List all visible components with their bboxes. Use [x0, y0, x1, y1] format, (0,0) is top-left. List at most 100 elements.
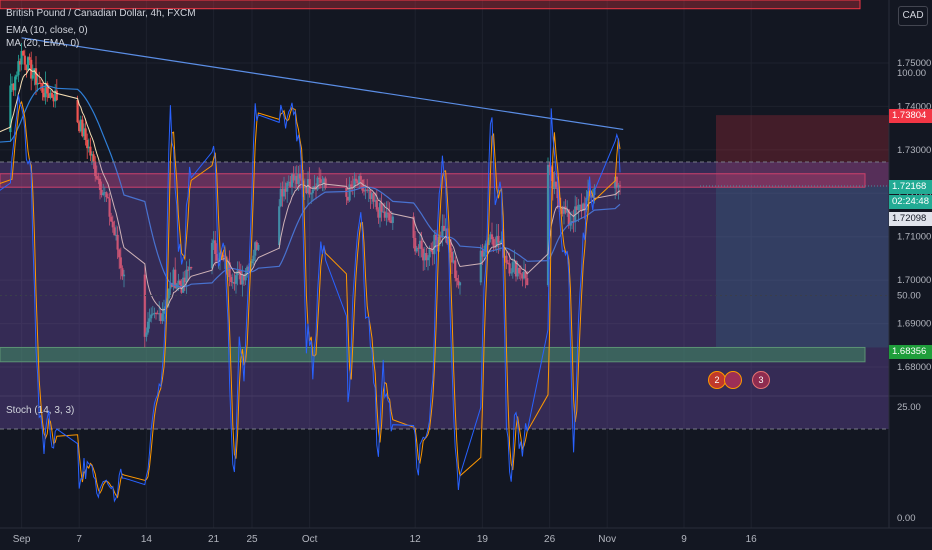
candle-body-270: [577, 205, 580, 211]
candle-body-61: [108, 198, 111, 217]
event-marker-2[interactable]: 2: [708, 371, 726, 389]
candle-body-163: [348, 184, 351, 201]
candle-body-37: [50, 92, 54, 98]
candle-body-199: [425, 253, 428, 261]
time-tick-label-10: 9: [681, 534, 687, 545]
candle-body-263: [566, 209, 569, 213]
stoch-tick-label-3: 25.00: [897, 402, 921, 413]
ma-legend[interactable]: MA (20, EMA, 0): [6, 38, 80, 49]
candle-body-240: [510, 272, 513, 274]
event-marker-flag[interactable]: [724, 371, 742, 389]
candle-body-112: [228, 262, 231, 278]
candle-body-195: [418, 240, 422, 249]
candle-body-148: [305, 187, 308, 194]
candle-body-197: [422, 249, 425, 261]
price-tick-label-0: 1.75000: [897, 58, 931, 69]
price-tag-upper: 1.73804: [889, 109, 932, 123]
candle-body-178: [372, 193, 375, 202]
candle-body-180: [375, 200, 378, 210]
candle-body-63: [111, 221, 114, 228]
trendline: [21, 37, 624, 131]
candle-body-49: [89, 146, 92, 156]
candle-body-151: [310, 193, 313, 195]
candle-body-100: [190, 266, 193, 269]
candle-body-184: [382, 211, 385, 213]
stochastic-pane: [0, 94, 932, 503]
price-tick-label-5: 1.70000: [897, 275, 931, 286]
candle-body-39: [54, 90, 57, 102]
candle-body-247: [521, 274, 524, 279]
candle-body-72: [145, 332, 148, 337]
candle-body-256: [554, 181, 558, 188]
candle-body-46: [84, 128, 87, 140]
symbol-title[interactable]: British Pound / Canadian Dollar, 4h, FXC…: [6, 8, 196, 19]
price-tick-label-7: 1.68000: [897, 362, 931, 373]
candle-body-167: [354, 178, 358, 182]
candle-body-106: [218, 252, 222, 261]
candle-body-255: [553, 181, 556, 189]
candle-body-160: [324, 178, 327, 188]
candle-body-18: [20, 51, 23, 65]
candle-body-187: [386, 212, 390, 214]
candle-body-143: [297, 173, 300, 184]
candle-body-44: [81, 119, 84, 137]
time-tick-label-7: 19: [477, 534, 489, 545]
candle-body-281: [614, 176, 617, 189]
candle-body-217: [454, 260, 457, 279]
currency-button[interactable]: CAD: [898, 6, 928, 26]
candle-body-138: [289, 181, 292, 188]
candle-body-114: [231, 281, 234, 283]
candle-body-50: [90, 154, 94, 156]
candle-body-226: [487, 239, 490, 245]
candle-body-147: [303, 187, 306, 189]
candle-body-119: [239, 270, 242, 285]
candle-body-214: [449, 239, 452, 252]
candle-body-243: [514, 260, 518, 277]
candle-body-266: [570, 221, 574, 223]
candle-body-22: [26, 57, 30, 71]
candle-body-169: [358, 176, 361, 184]
candle-body-113: [230, 277, 233, 283]
candle-body-144: [298, 173, 302, 179]
ema-legend[interactable]: EMA (10, close, 0): [6, 25, 88, 36]
candle-body-11: [9, 85, 12, 133]
candle-body-38: [52, 97, 55, 102]
candle-body-211: [444, 228, 447, 231]
candle-body-246: [519, 273, 522, 275]
candle-body-33: [44, 82, 47, 98]
candle-body-103: [214, 240, 217, 255]
candle-body-220: [458, 282, 462, 286]
candle-body-215: [450, 251, 454, 263]
candle-body-210: [442, 225, 446, 231]
candle-body-56: [100, 189, 103, 196]
candle-body-60: [106, 197, 110, 199]
candle-body-52: [94, 161, 97, 177]
time-tick-label-11: 16: [746, 534, 758, 545]
candle-body-120: [241, 275, 244, 285]
candle-body-65: [114, 234, 118, 236]
candle-body-23: [28, 57, 31, 60]
candle-body-159: [322, 178, 326, 183]
candle-body-171: [361, 179, 364, 191]
candle-body-95: [182, 277, 185, 293]
stoch-legend[interactable]: Stoch (14, 3, 3): [6, 405, 75, 416]
candle-body-205: [434, 234, 438, 241]
candle-body-62: [110, 216, 113, 222]
candle-body-232: [497, 235, 500, 243]
last-price-tag: 1.72168: [889, 180, 932, 194]
candle-body-176: [369, 190, 372, 199]
countdown-tag: 02:24:48: [889, 195, 932, 209]
time-tick-label-6: 12: [410, 534, 422, 545]
candle-body-162: [346, 196, 350, 201]
candle-body-257: [556, 187, 559, 199]
candle-body-21: [25, 64, 28, 71]
candle-body-16: [17, 61, 20, 76]
candle-body-57: [102, 192, 105, 196]
time-tick-label-2: 14: [141, 534, 153, 545]
candle-body-71: [143, 274, 146, 337]
candle-body-224: [484, 243, 487, 253]
candle-body-48: [87, 146, 90, 149]
event-marker-3[interactable]: 3: [752, 371, 770, 389]
